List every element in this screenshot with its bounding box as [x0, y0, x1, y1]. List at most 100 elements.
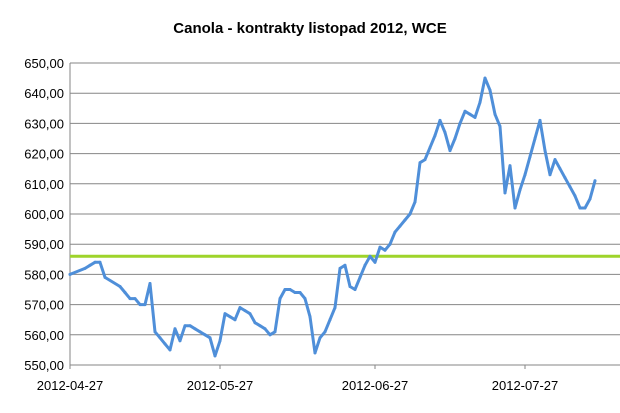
data-point — [293, 291, 297, 294]
series-group — [68, 76, 597, 358]
x-tick-labels: 2012-04-27 2012-05-27 2012-06-27 2012-07-27 — [37, 365, 559, 393]
data-point — [423, 158, 427, 162]
data-point — [268, 333, 272, 337]
data-point — [273, 330, 277, 334]
data-point — [283, 288, 287, 291]
data-point — [503, 191, 507, 195]
data-point — [393, 230, 397, 234]
data-point — [193, 327, 197, 331]
y-tick-label: 580,00 — [24, 267, 64, 282]
data-point — [363, 263, 367, 267]
data-point — [388, 242, 392, 246]
data-point — [328, 318, 332, 322]
data-point — [493, 112, 497, 116]
data-point — [438, 118, 442, 122]
data-point — [398, 224, 402, 228]
data-point — [568, 185, 572, 189]
data-point — [258, 324, 262, 328]
data-point — [593, 179, 597, 183]
data-point — [468, 112, 472, 116]
data-point — [528, 155, 532, 159]
data-point — [428, 146, 432, 150]
data-point — [353, 288, 357, 291]
data-point — [218, 339, 222, 343]
data-point — [383, 248, 387, 252]
data-point — [198, 330, 202, 334]
x-tick-label: 2012-04-27 — [37, 378, 104, 393]
data-point — [243, 309, 247, 313]
data-point — [228, 315, 232, 319]
data-point — [173, 327, 177, 331]
data-point — [208, 336, 212, 340]
data-point — [238, 306, 242, 310]
data-point — [413, 200, 417, 204]
data-point — [488, 88, 492, 92]
y-tick-label: 570,00 — [24, 298, 64, 313]
data-point — [478, 100, 482, 104]
data-point — [313, 351, 317, 355]
data-point — [358, 275, 362, 279]
price-series-line — [68, 76, 597, 358]
data-point — [348, 285, 352, 288]
data-point — [418, 161, 422, 165]
data-point — [223, 312, 227, 316]
data-point — [168, 348, 172, 352]
data-point — [93, 260, 97, 264]
data-point — [508, 164, 512, 168]
x-tick-label: 2012-07-27 — [492, 378, 559, 393]
data-point — [103, 275, 107, 279]
data-point — [118, 285, 122, 288]
data-point — [253, 321, 257, 325]
data-point — [513, 206, 517, 210]
data-point — [308, 315, 312, 319]
data-point — [578, 206, 582, 210]
data-point — [523, 173, 527, 177]
y-tick-label: 650,00 — [24, 56, 64, 71]
y-tick-labels: 550,00 560,00 570,00 580,00 590,00 600,00 610,… — [24, 56, 64, 373]
y-tick-label: 590,00 — [24, 237, 64, 252]
y-tick-label: 630,00 — [24, 116, 64, 131]
data-point — [333, 306, 337, 310]
data-point — [83, 266, 87, 270]
data-point — [408, 212, 412, 216]
data-point — [138, 303, 142, 307]
data-point — [463, 109, 467, 113]
data-point — [148, 282, 152, 285]
data-point — [583, 206, 587, 210]
data-point — [543, 149, 547, 153]
data-point — [558, 167, 562, 171]
data-point — [318, 336, 322, 340]
y-tick-label: 610,00 — [24, 177, 64, 192]
y-tick-label: 620,00 — [24, 147, 64, 162]
data-point — [288, 288, 292, 291]
data-point — [303, 297, 307, 301]
y-tick-label: 550,00 — [24, 358, 64, 373]
data-point — [378, 245, 382, 249]
data-point — [233, 318, 237, 322]
data-point — [153, 330, 157, 334]
data-point — [443, 131, 447, 134]
data-point — [88, 263, 92, 267]
data-point — [298, 291, 302, 294]
data-point — [538, 118, 542, 122]
data-point — [248, 312, 252, 316]
data-point — [573, 194, 577, 198]
data-point — [338, 266, 342, 270]
data-point — [453, 137, 457, 140]
data-point — [548, 173, 552, 177]
data-point — [98, 260, 102, 264]
data-point — [133, 297, 137, 301]
data-point — [123, 291, 127, 294]
data-point — [203, 333, 207, 337]
data-point — [213, 354, 217, 358]
data-point — [68, 272, 72, 276]
data-point — [278, 297, 282, 301]
data-point — [563, 176, 567, 180]
data-point — [473, 115, 477, 119]
data-point — [553, 158, 557, 162]
x-tick-label: 2012-06-27 — [342, 378, 409, 393]
data-point — [588, 197, 592, 201]
data-point — [263, 327, 267, 331]
